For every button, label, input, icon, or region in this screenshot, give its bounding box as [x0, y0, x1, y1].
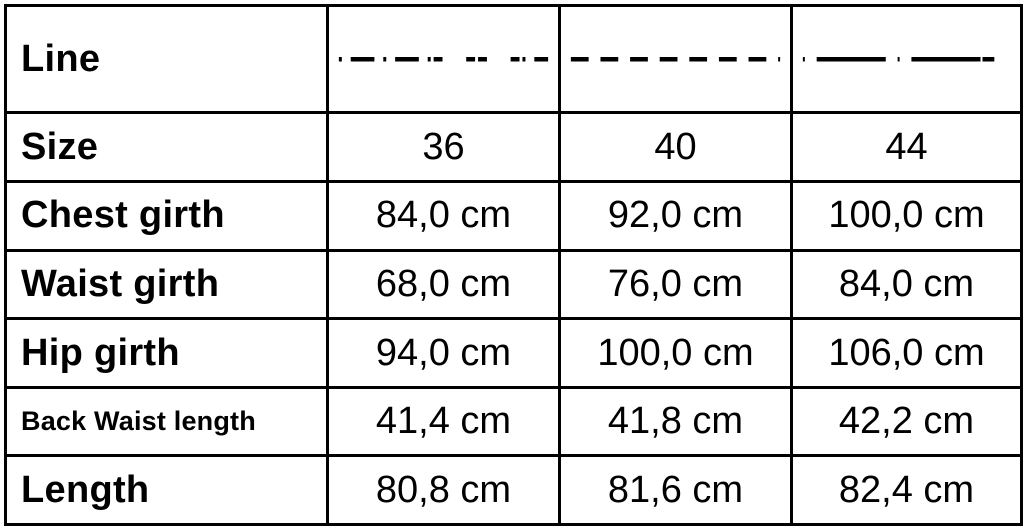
table-row: Size 36 40 44 — [6, 113, 1022, 182]
cell-back-waist-1: 41,4 cm — [328, 387, 560, 456]
cell-back-waist-2: 41,8 cm — [560, 387, 792, 456]
line-pattern-col-3 — [792, 6, 1022, 113]
size-chart-table: Line Size 36 40 44 Chest girth 84,0 cm 9… — [4, 4, 1023, 526]
cell-waist-3: 84,0 cm — [792, 250, 1022, 319]
line-pattern-col-1 — [328, 6, 560, 113]
row-header-waist: Waist girth — [6, 250, 328, 319]
row-header-chest: Chest girth — [6, 182, 328, 251]
cell-back-waist-3: 42,2 cm — [792, 387, 1022, 456]
table-row: Chest girth 84,0 cm 92,0 cm 100,0 cm — [6, 182, 1022, 251]
cell-size-1: 36 — [328, 113, 560, 182]
cell-chest-3: 100,0 cm — [792, 182, 1022, 251]
cell-length-1: 80,8 cm — [328, 456, 560, 525]
cell-waist-1: 68,0 cm — [328, 250, 560, 319]
cell-chest-2: 92,0 cm — [560, 182, 792, 251]
cell-chest-1: 84,0 cm — [328, 182, 560, 251]
table-row: Waist girth 68,0 cm 76,0 cm 84,0 cm — [6, 250, 1022, 319]
cell-hip-1: 94,0 cm — [328, 319, 560, 388]
row-header-back-waist: Back Waist length — [6, 387, 328, 456]
cell-length-2: 81,6 cm — [560, 456, 792, 525]
row-header-size: Size — [6, 113, 328, 182]
table-row: Hip girth 94,0 cm 100,0 cm 106,0 cm — [6, 319, 1022, 388]
line-pattern-col-2 — [560, 6, 792, 113]
row-header-hip: Hip girth — [6, 319, 328, 388]
cell-hip-2: 100,0 cm — [560, 319, 792, 388]
cell-waist-2: 76,0 cm — [560, 250, 792, 319]
cell-length-3: 82,4 cm — [792, 456, 1022, 525]
table-row: Back Waist length 41,4 cm 41,8 cm 42,2 c… — [6, 387, 1022, 456]
row-header-line: Line — [6, 6, 328, 113]
row-header-length: Length — [6, 456, 328, 525]
cell-size-3: 44 — [792, 113, 1022, 182]
cell-hip-3: 106,0 cm — [792, 319, 1022, 388]
cell-size-2: 40 — [560, 113, 792, 182]
table-row: Length 80,8 cm 81,6 cm 82,4 cm — [6, 456, 1022, 525]
table-row: Line — [6, 6, 1022, 113]
